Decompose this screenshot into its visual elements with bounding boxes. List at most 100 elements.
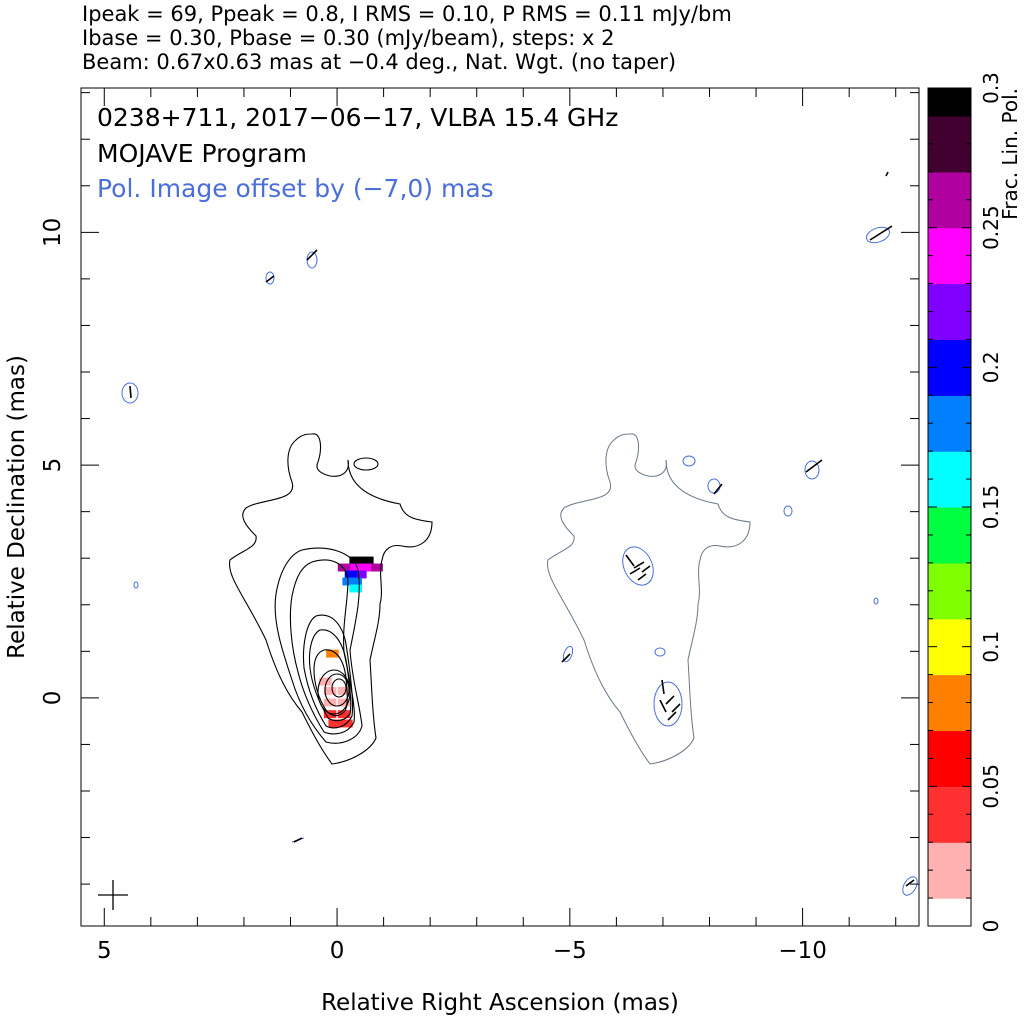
pol-contour-island-6 xyxy=(707,478,721,494)
evpa-tick xyxy=(293,837,303,843)
stokes-i-contour-3 xyxy=(289,559,355,735)
colorbar-band xyxy=(928,297,971,313)
pol-contour-island-10 xyxy=(873,597,879,605)
frac-pol-pixel xyxy=(370,563,383,572)
colorbar-band xyxy=(928,800,971,815)
colorbar-band xyxy=(928,716,971,732)
frac-pol-pixel xyxy=(337,563,351,572)
frac-pol-pixel xyxy=(319,677,332,686)
colorbar-band xyxy=(928,618,971,634)
evpa-tick xyxy=(561,653,571,663)
evpa-vectors xyxy=(129,171,915,887)
colorbar-tick-label: 0.3 xyxy=(979,72,1003,104)
header-line-2: Ibase = 0.30, Pbase = 0.30 (mJy/beam), s… xyxy=(82,26,615,50)
evpa-tick xyxy=(129,385,132,399)
colorbar-band xyxy=(928,520,971,536)
stokes-i-island xyxy=(353,457,379,471)
frac-pol-pixel xyxy=(323,686,337,695)
colorbar-band xyxy=(928,772,971,787)
evpa-tick xyxy=(625,554,635,567)
pol-contour-small-2 xyxy=(562,645,574,663)
colorbar-band xyxy=(928,786,971,801)
colorbar-tick-label: 0.15 xyxy=(979,485,1003,530)
colorbar-tick-labels: 0 0.05 0.1 0.15 0.2 0.25 0.3 xyxy=(979,72,1003,932)
evpa-tick xyxy=(306,249,318,261)
colorbar-band xyxy=(928,255,971,271)
total-intensity-contours xyxy=(228,433,433,765)
frac-pol-pixel xyxy=(349,577,362,586)
colorbar-band xyxy=(928,451,971,466)
colorbar-band xyxy=(928,227,971,243)
polarization-contours xyxy=(121,226,918,896)
colorbar-tick-label: 0.25 xyxy=(979,205,1003,250)
colorbar-band xyxy=(928,339,971,354)
colorbar-band xyxy=(928,646,971,662)
colorbar-band xyxy=(928,870,971,885)
plot-title: 0238+711, 2017−06−17, VLBA 15.4 GHz xyxy=(97,103,619,132)
x-tick-label: 0 xyxy=(330,938,345,964)
stokes-i-contour-1 xyxy=(228,433,433,765)
plot-subtitle: MOJAVE Program xyxy=(97,139,308,168)
frac-pol-pixel xyxy=(342,577,355,586)
colorbar-band xyxy=(928,367,971,382)
colorbar-band xyxy=(928,101,971,117)
colorbar-band xyxy=(928,171,971,187)
colorbar-band xyxy=(928,88,971,103)
colorbar-band xyxy=(928,395,971,410)
evpa-tick xyxy=(661,679,665,695)
colorbar xyxy=(928,88,971,927)
stokes-i-contour-9 xyxy=(331,678,347,698)
x-tick-label: 5 xyxy=(97,938,112,964)
frac-pol-pixel xyxy=(328,719,342,728)
colorbar-band xyxy=(928,311,971,327)
colorbar-band xyxy=(928,269,971,285)
colorbar-band xyxy=(928,493,971,508)
frac-pol-pixel xyxy=(349,556,362,565)
evpa-tick xyxy=(671,703,681,713)
x-tick-label: −5 xyxy=(553,938,587,964)
colorbar-tick-label: 0.2 xyxy=(979,351,1003,383)
colorbar-band xyxy=(928,241,971,257)
colorbar-band xyxy=(928,758,971,773)
colorbar-band xyxy=(928,199,971,215)
colorbar-tick-label: 0.05 xyxy=(979,764,1003,809)
header-line-3: Beam: 0.67x0.63 mas at −0.4 deg., Nat. W… xyxy=(82,50,677,74)
colorbar-band xyxy=(928,590,971,606)
stokes-i-contour-8 xyxy=(324,673,350,707)
frac-pol-pixel xyxy=(358,563,372,572)
colorbar-band xyxy=(928,912,971,927)
pol-contour-island-1 xyxy=(121,382,139,404)
colorbar-tick-label: 0 xyxy=(979,920,1003,933)
evpa-tick xyxy=(637,573,647,581)
pol-contour-lower xyxy=(653,681,683,727)
colorbar-band xyxy=(928,381,971,396)
colorbar-band xyxy=(928,534,971,550)
pol-contour-island-2 xyxy=(265,271,275,285)
evpa-tick xyxy=(905,879,915,887)
colorbar-band xyxy=(928,632,971,648)
evpa-tick xyxy=(713,483,723,495)
frac-pol-pixel xyxy=(354,570,367,579)
colorbar-tick-label: 0.1 xyxy=(979,631,1003,663)
colorbar-band xyxy=(928,465,971,480)
colorbar-band xyxy=(928,884,971,899)
colorbar-band xyxy=(928,842,971,857)
evpa-tick xyxy=(629,567,641,575)
x-axis-label: Relative Right Ascension (mas) xyxy=(321,990,679,1016)
pol-contour-island-11 xyxy=(902,876,918,896)
colorbar-band xyxy=(928,325,971,340)
evpa-tick xyxy=(641,565,651,573)
pol-contour-island-9 xyxy=(133,581,139,589)
colorbar-band xyxy=(928,688,971,704)
colorbar-band xyxy=(928,576,971,592)
evpa-tick xyxy=(667,711,677,721)
pol-contour-island-8 xyxy=(783,505,793,517)
evpa-tick xyxy=(869,225,893,241)
frac-pol-pixel xyxy=(347,563,360,572)
stokes-i-contour-2 xyxy=(274,547,363,744)
colorbar-band xyxy=(928,143,971,159)
colorbar-band xyxy=(928,423,971,438)
y-tick-label: 0 xyxy=(40,691,66,706)
pol-contour-island-5 xyxy=(804,460,820,480)
pol-contour-small-1 xyxy=(654,647,666,657)
